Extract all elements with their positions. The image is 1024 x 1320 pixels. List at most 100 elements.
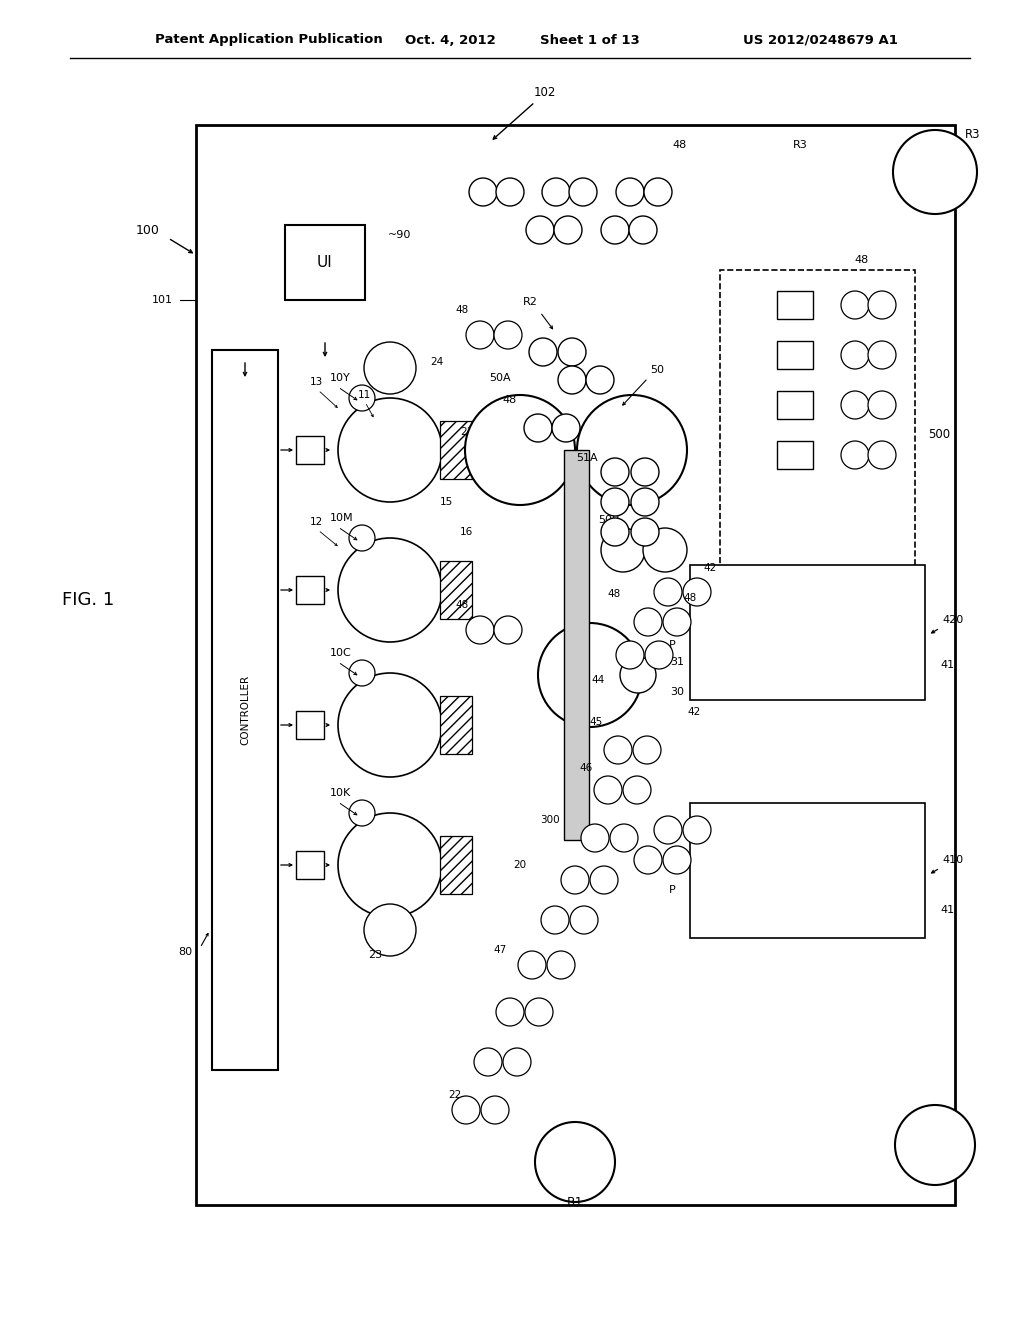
Circle shape (518, 950, 546, 979)
Text: 20: 20 (513, 861, 526, 870)
Circle shape (601, 488, 629, 516)
Circle shape (581, 824, 609, 851)
Text: 48: 48 (735, 570, 750, 579)
Circle shape (496, 178, 524, 206)
Circle shape (496, 998, 524, 1026)
Circle shape (466, 321, 494, 348)
Text: 21: 21 (460, 426, 473, 437)
Circle shape (338, 813, 442, 917)
Bar (296, 851, 324, 879)
Bar (440, 696, 472, 754)
Circle shape (469, 178, 497, 206)
Circle shape (663, 609, 691, 636)
Text: P: P (669, 615, 676, 624)
Text: 48: 48 (673, 140, 687, 150)
Circle shape (601, 216, 629, 244)
Circle shape (529, 338, 557, 366)
Text: Patent Application Publication: Patent Application Publication (155, 33, 383, 46)
Text: 10Y: 10Y (330, 374, 351, 383)
Bar (720, 271, 915, 601)
Text: R2: R2 (522, 297, 538, 308)
Bar (296, 436, 324, 465)
Circle shape (494, 321, 522, 348)
Circle shape (594, 776, 622, 804)
Circle shape (474, 1048, 502, 1076)
Text: 22: 22 (449, 1090, 462, 1100)
Circle shape (561, 866, 589, 894)
Circle shape (601, 458, 629, 486)
Circle shape (631, 458, 659, 486)
Text: 48: 48 (855, 255, 869, 265)
Bar (440, 836, 472, 894)
Text: 48: 48 (456, 305, 469, 315)
Circle shape (465, 395, 575, 506)
Text: 42: 42 (687, 708, 700, 717)
Circle shape (349, 660, 375, 686)
Circle shape (616, 178, 644, 206)
Text: 50: 50 (650, 366, 664, 375)
Circle shape (525, 998, 553, 1026)
Circle shape (623, 776, 651, 804)
Text: UI: UI (317, 255, 333, 271)
Text: ~90: ~90 (388, 230, 412, 240)
Circle shape (554, 216, 582, 244)
Circle shape (895, 1105, 975, 1185)
Circle shape (654, 578, 682, 606)
Circle shape (541, 906, 569, 935)
Circle shape (631, 517, 659, 546)
Circle shape (631, 488, 659, 516)
Circle shape (634, 609, 662, 636)
Circle shape (645, 642, 673, 669)
Text: 48: 48 (456, 601, 469, 610)
Circle shape (577, 395, 687, 506)
Text: Oct. 4, 2012: Oct. 4, 2012 (404, 33, 496, 46)
Text: 14: 14 (395, 378, 409, 387)
Circle shape (481, 1096, 509, 1125)
Text: 24: 24 (430, 356, 443, 367)
Circle shape (633, 737, 662, 764)
Text: 48: 48 (607, 589, 621, 599)
Text: 51: 51 (534, 414, 548, 425)
Circle shape (643, 528, 687, 572)
Text: 50B: 50B (598, 515, 620, 525)
Text: 41: 41 (940, 906, 954, 915)
Circle shape (542, 178, 570, 206)
Text: 10K: 10K (330, 788, 351, 799)
Bar (440, 561, 472, 619)
Bar (777, 391, 813, 418)
Text: 50A: 50A (489, 374, 511, 383)
Text: 410: 410 (942, 855, 964, 865)
Circle shape (535, 1122, 615, 1203)
Text: 500: 500 (928, 429, 950, 441)
Text: CONTROLLER: CONTROLLER (240, 675, 250, 744)
Bar (440, 421, 472, 479)
Circle shape (364, 342, 416, 393)
Text: 16: 16 (460, 527, 473, 537)
Circle shape (586, 366, 614, 393)
Text: 51A: 51A (577, 453, 598, 463)
Text: US 2012/0248679 A1: US 2012/0248679 A1 (742, 33, 897, 46)
Bar (212, 350, 278, 1071)
Text: R3: R3 (965, 128, 981, 141)
Text: 300: 300 (541, 814, 560, 825)
Circle shape (494, 616, 522, 644)
Text: P: P (669, 861, 676, 870)
Circle shape (452, 1096, 480, 1125)
Text: 100: 100 (136, 223, 160, 236)
Circle shape (683, 578, 711, 606)
Circle shape (841, 391, 869, 418)
Text: 420: 420 (942, 615, 964, 624)
Circle shape (558, 366, 586, 393)
Circle shape (349, 800, 375, 826)
Text: R3: R3 (793, 140, 807, 150)
Text: 11: 11 (358, 389, 372, 400)
Circle shape (552, 414, 580, 442)
Circle shape (349, 525, 375, 550)
Bar (296, 576, 324, 605)
Circle shape (526, 216, 554, 244)
Text: 46: 46 (580, 763, 593, 774)
Circle shape (558, 338, 586, 366)
Text: P: P (669, 640, 676, 649)
Circle shape (547, 950, 575, 979)
Text: 42: 42 (703, 564, 717, 573)
